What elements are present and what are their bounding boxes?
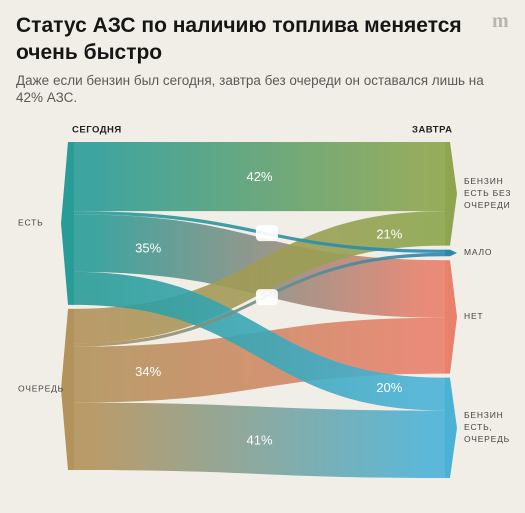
link [74,142,445,212]
node-label: ЕСТЬ [18,218,44,228]
left-node [61,142,74,305]
value-label: 34% [135,364,161,379]
node-label: БЕНЗИН [464,176,504,186]
node-label: ОЧЕРЕДЬ [18,384,64,394]
left-node [61,308,74,470]
node-label: НЕТ [464,311,483,321]
node-label: ЕСТЬ БЕЗ [464,188,511,198]
value-label: 42% [246,169,272,184]
label-box [255,289,278,306]
right-node [445,142,457,246]
value-label: 35% [135,240,161,255]
value-label: 21% [376,227,402,242]
node-label: БЕНЗИН [464,410,504,420]
right-node [445,249,457,257]
right-node [445,260,457,374]
right-title: ЗАВТРА [412,125,452,136]
link [74,317,445,403]
link [74,402,445,478]
value-label: 2% [258,290,277,305]
node-label: МАЛО [464,247,492,257]
node-label: ОЧЕРЕДИ [464,200,511,210]
value-label: 2% [258,226,277,241]
label-box [255,225,278,242]
value-label: 41% [246,433,272,448]
node-label: ОЧЕРЕДЬ [464,434,510,444]
node-label: ЕСТЬ, [464,422,493,432]
subtitle: Даже если бензин был сегодня, завтра без… [16,73,484,105]
right-node [445,377,457,478]
value-label: 20% [376,380,402,395]
left-title: СЕГОДНЯ [72,125,122,136]
logo: m [492,10,509,32]
link [74,271,445,411]
title: Статус АЗС по наличию топлива меняется о… [16,14,462,64]
